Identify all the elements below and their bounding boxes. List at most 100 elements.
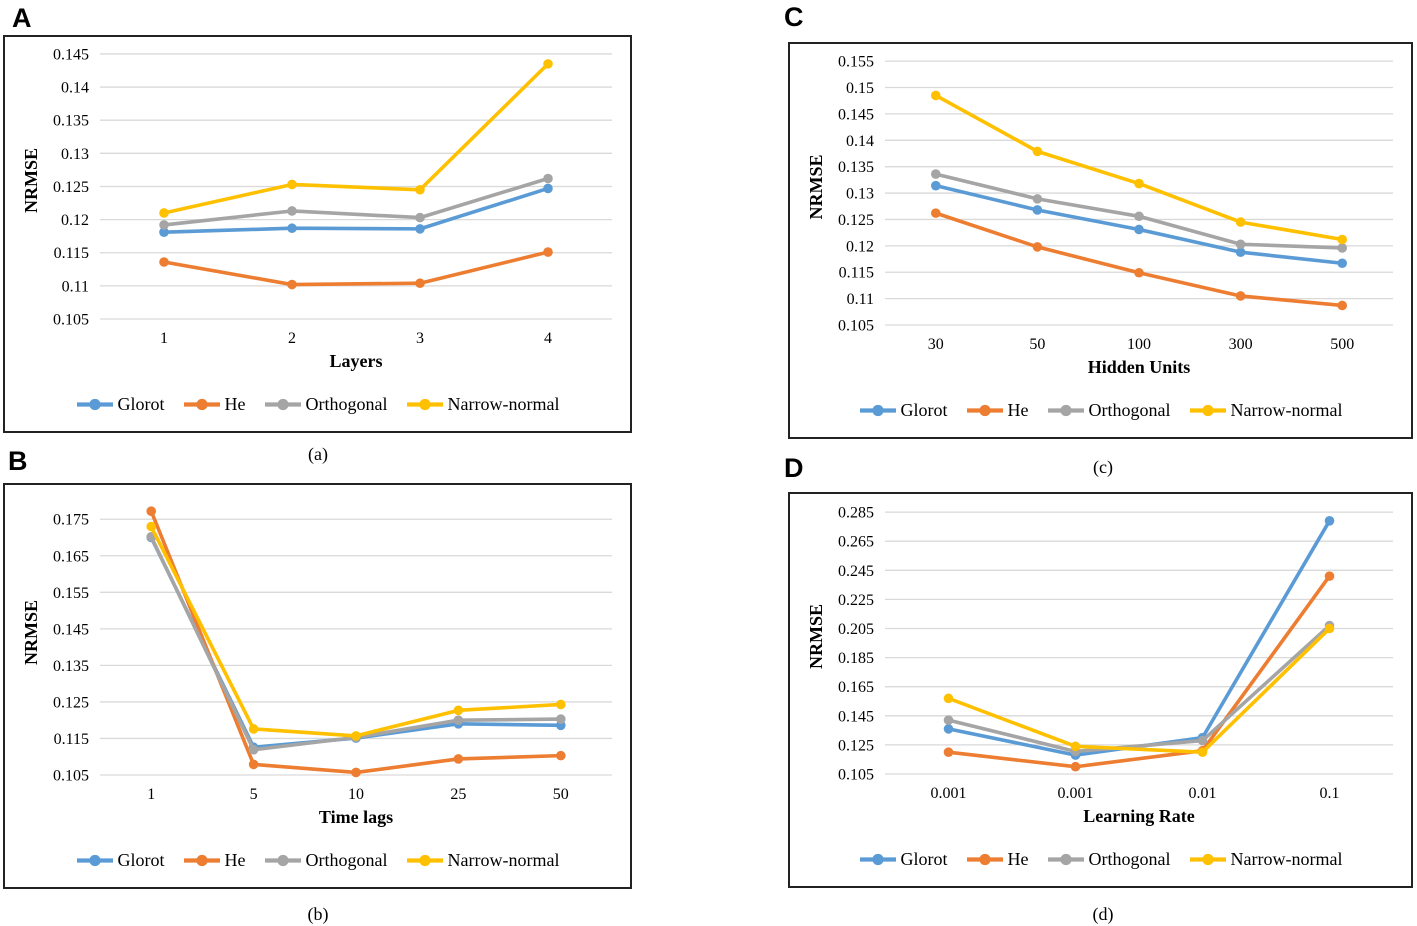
svg-text:0.105: 0.105 — [838, 767, 874, 784]
y-axis-title: NRMSE — [806, 154, 826, 219]
panel-d-learningrate-chart: 0.285 0.265 0.245 0.225 0.205 0.185 0.165 0.145… — [788, 492, 1413, 888]
legend-label: Glorot — [900, 400, 948, 420]
svg-text:0.225: 0.225 — [838, 592, 874, 609]
legend-label: He — [1007, 400, 1029, 420]
legend-line-marker-icon — [859, 853, 896, 866]
legend-label: Orthogonal — [305, 850, 388, 870]
legend-label: Glorot — [900, 849, 948, 869]
legend-item-glorot: Glorot — [859, 849, 948, 870]
legend-line-marker-icon — [264, 398, 301, 411]
svg-text:0.145: 0.145 — [53, 46, 89, 63]
legend-line-marker-icon — [966, 404, 1003, 417]
legend-item-glorot: Glorot — [859, 400, 948, 421]
caption-a: (a) — [308, 444, 328, 464]
series-narrow-normal — [931, 90, 1347, 245]
svg-text:0.15: 0.15 — [846, 80, 874, 97]
series-orthogonal — [159, 173, 553, 230]
chart-d-canvas: 0.285 0.265 0.245 0.225 0.205 0.185 0.165 0.145… — [806, 505, 1393, 826]
svg-text:0.165: 0.165 — [838, 679, 874, 696]
x-axis-title: Time lags — [319, 807, 393, 827]
legend-label: Glorot — [117, 850, 165, 870]
legend-label: He — [224, 394, 246, 414]
svg-text:10: 10 — [348, 786, 364, 803]
panel-label-d: D — [784, 453, 804, 483]
svg-text:2: 2 — [288, 330, 296, 347]
svg-text:0.105: 0.105 — [53, 312, 89, 329]
legend-line-marker-icon — [1047, 404, 1084, 417]
y-tick-labels: 0.285 0.265 0.245 0.225 0.205 0.185 0.165 0.145… — [838, 505, 874, 784]
legend-line-marker-icon — [1189, 404, 1226, 417]
legend-item-he: He — [183, 394, 246, 415]
svg-text:0.105: 0.105 — [53, 768, 89, 785]
svg-text:0.265: 0.265 — [838, 534, 874, 551]
x-tick-labels: 1 5 10 25 50 — [147, 786, 569, 803]
legend-item-orthogonal: Orthogonal — [1047, 849, 1171, 870]
svg-text:0.13: 0.13 — [61, 146, 89, 163]
svg-text:0.165: 0.165 — [53, 548, 89, 565]
svg-text:1: 1 — [147, 786, 155, 803]
y-tick-labels: 0.145 0.14 0.135 0.13 0.125 0.12 0.115 0.11 0.10… — [53, 46, 89, 328]
legend-item-narrow-normal: Narrow-normal — [1189, 400, 1343, 421]
panel-c-hiddenunits-chart: 0.155 0.15 0.145 0.14 0.135 0.13 0.125 0.12 0.11… — [788, 42, 1413, 439]
svg-text:50: 50 — [1029, 336, 1045, 353]
svg-text:0.105: 0.105 — [838, 318, 874, 335]
series-orthogonal — [943, 620, 1335, 757]
svg-text:50: 50 — [553, 786, 569, 803]
svg-text:0.115: 0.115 — [839, 265, 874, 282]
legend-line-marker-icon — [406, 854, 443, 867]
panel-a-layers-chart: 0.145 0.14 0.135 0.13 0.125 0.12 0.115 0.11 0.10… — [3, 35, 632, 433]
chart-c-legend: Glorot He Orthogonal Narrow-normal — [790, 400, 1411, 421]
svg-text:100: 100 — [1127, 336, 1151, 353]
svg-text:0.155: 0.155 — [53, 585, 89, 602]
x-tick-labels: 1 2 3 4 — [160, 330, 552, 347]
svg-text:0.125: 0.125 — [838, 737, 874, 754]
chart-b-canvas: 0.175 0.165 0.155 0.145 0.135 0.125 0.115 0.105… — [21, 506, 612, 827]
svg-text:0.14: 0.14 — [846, 133, 874, 150]
legend-line-marker-icon — [406, 398, 443, 411]
series-glorot — [931, 180, 1347, 269]
svg-text:0.12: 0.12 — [61, 212, 89, 229]
y-axis-title: NRMSE — [806, 604, 826, 669]
legend-line-marker-icon — [76, 398, 113, 411]
svg-text:0.145: 0.145 — [838, 106, 874, 123]
chart-b-legend: Glorot He Orthogonal Narrow-normal — [5, 850, 630, 871]
legend-line-marker-icon — [1047, 853, 1084, 866]
svg-text:0.135: 0.135 — [53, 658, 89, 675]
legend-label: Narrow-normal — [447, 850, 560, 870]
series-narrow-normal — [943, 623, 1335, 757]
x-tick-labels: 0.001 0.001 0.01 0.1 — [931, 785, 1340, 802]
x-axis-title: Layers — [330, 351, 383, 371]
svg-text:0.11: 0.11 — [847, 291, 874, 308]
x-axis-title: Hidden Units — [1088, 357, 1191, 377]
svg-text:0.13: 0.13 — [846, 186, 874, 203]
svg-text:0.001: 0.001 — [1058, 785, 1094, 802]
svg-text:300: 300 — [1229, 336, 1253, 353]
svg-text:0.245: 0.245 — [838, 563, 874, 580]
legend-item-narrow-normal: Narrow-normal — [406, 394, 559, 415]
svg-text:0.125: 0.125 — [53, 694, 89, 711]
svg-text:0.14: 0.14 — [61, 80, 89, 97]
legend-label: Narrow-normal — [1230, 400, 1343, 420]
legend-item-narrow-normal: Narrow-normal — [1189, 849, 1342, 870]
legend-item-he: He — [183, 850, 246, 871]
legend-label: Orthogonal — [305, 394, 388, 414]
panel-label-a: A — [12, 3, 32, 33]
legend-item-orthogonal: Orthogonal — [264, 394, 388, 415]
svg-text:0.12: 0.12 — [846, 238, 874, 255]
y-tick-labels: 0.155 0.15 0.145 0.14 0.135 0.13 0.125 0.12 0.11… — [838, 54, 874, 335]
legend-label: He — [1007, 849, 1029, 869]
series-narrow-normal — [146, 521, 566, 741]
x-axis-title: Learning Rate — [1083, 806, 1195, 826]
legend-item-glorot: Glorot — [76, 394, 165, 415]
svg-text:0.115: 0.115 — [54, 731, 89, 748]
legend-label: Orthogonal — [1088, 400, 1171, 420]
svg-text:0.175: 0.175 — [53, 512, 89, 529]
svg-text:0.135: 0.135 — [53, 113, 89, 130]
series-glorot — [159, 183, 553, 237]
svg-text:0.145: 0.145 — [53, 621, 89, 638]
legend-line-marker-icon — [183, 398, 220, 411]
legend-item-he: He — [966, 849, 1029, 870]
svg-text:0.11: 0.11 — [62, 278, 89, 295]
legend-line-marker-icon — [1189, 853, 1226, 866]
